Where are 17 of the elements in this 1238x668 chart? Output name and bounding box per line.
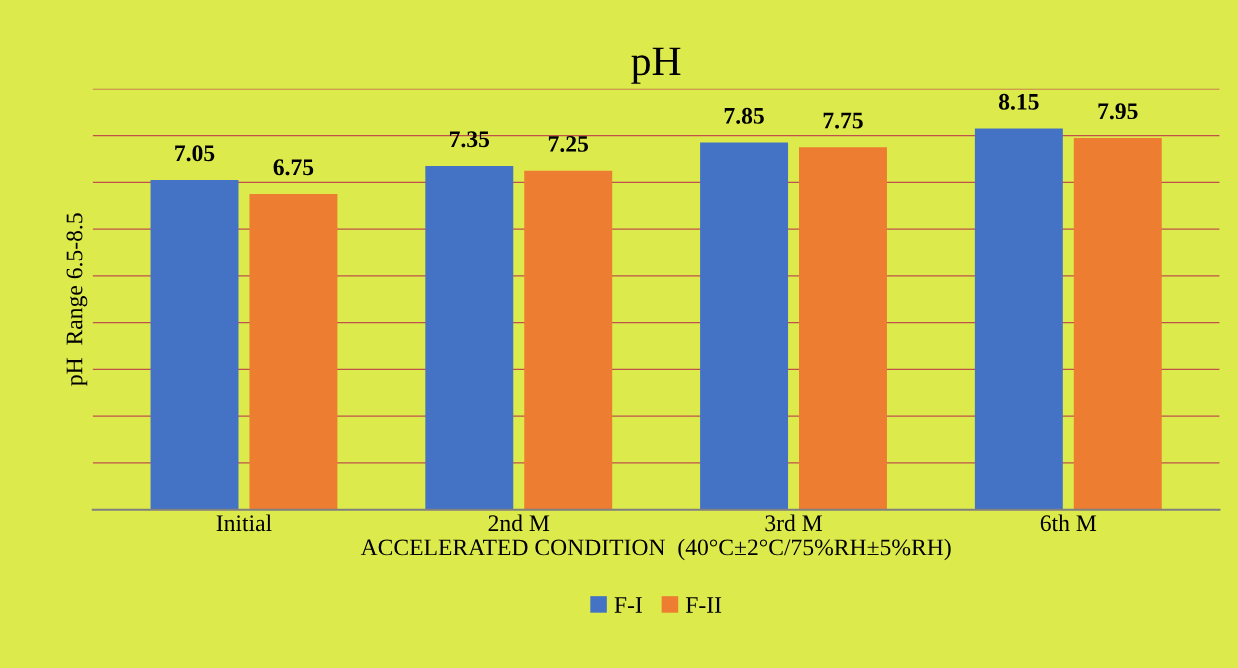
x-tick-label: 2nd M: [488, 514, 550, 532]
legend-label: F-I: [614, 597, 642, 613]
x-axis-title: ACCELERATED CONDITION (40°C±2°C/75%RH±5%RH): [360, 538, 951, 561]
chart-title: pH: [631, 47, 681, 84]
legend-label: F-II: [685, 597, 722, 613]
x-tick-label: 3rd M: [765, 514, 823, 532]
data-label: 7.25: [548, 135, 589, 152]
data-label: 8.15: [998, 93, 1039, 110]
y-axis-title: pH Range 6.5-8.5: [66, 213, 88, 386]
data-label: 6.75: [273, 159, 314, 176]
data-label: 7.35: [449, 131, 490, 148]
x-tick-label: 6th M: [1040, 514, 1097, 532]
x-tick-label: Initial: [216, 514, 272, 532]
data-label: 7.05: [175, 145, 215, 162]
data-label: 7.95: [1098, 103, 1138, 120]
data-label: 7.75: [823, 112, 863, 129]
data-label: 7.85: [724, 107, 764, 124]
